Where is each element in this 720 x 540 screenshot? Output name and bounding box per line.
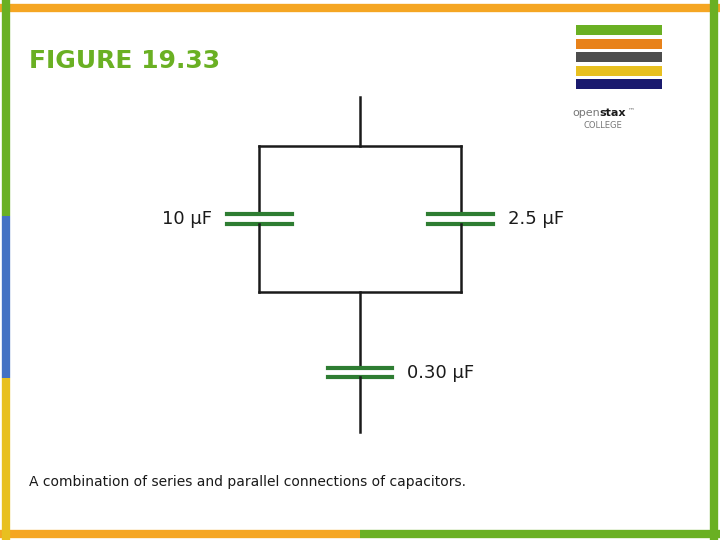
FancyBboxPatch shape [576, 39, 662, 49]
Text: COLLEGE: COLLEGE [583, 122, 622, 131]
Text: FIGURE 19.33: FIGURE 19.33 [29, 49, 220, 72]
Text: 0.30 μF: 0.30 μF [407, 363, 474, 382]
Text: 10 μF: 10 μF [163, 210, 212, 228]
FancyBboxPatch shape [576, 79, 662, 89]
Text: 2.5 μF: 2.5 μF [508, 210, 564, 228]
FancyBboxPatch shape [576, 52, 662, 62]
Text: open: open [572, 108, 600, 118]
FancyBboxPatch shape [576, 25, 662, 35]
FancyBboxPatch shape [576, 66, 662, 76]
Text: stax: stax [600, 108, 626, 118]
Text: ™: ™ [628, 107, 635, 113]
Text: A combination of series and parallel connections of capacitors.: A combination of series and parallel con… [29, 475, 466, 489]
